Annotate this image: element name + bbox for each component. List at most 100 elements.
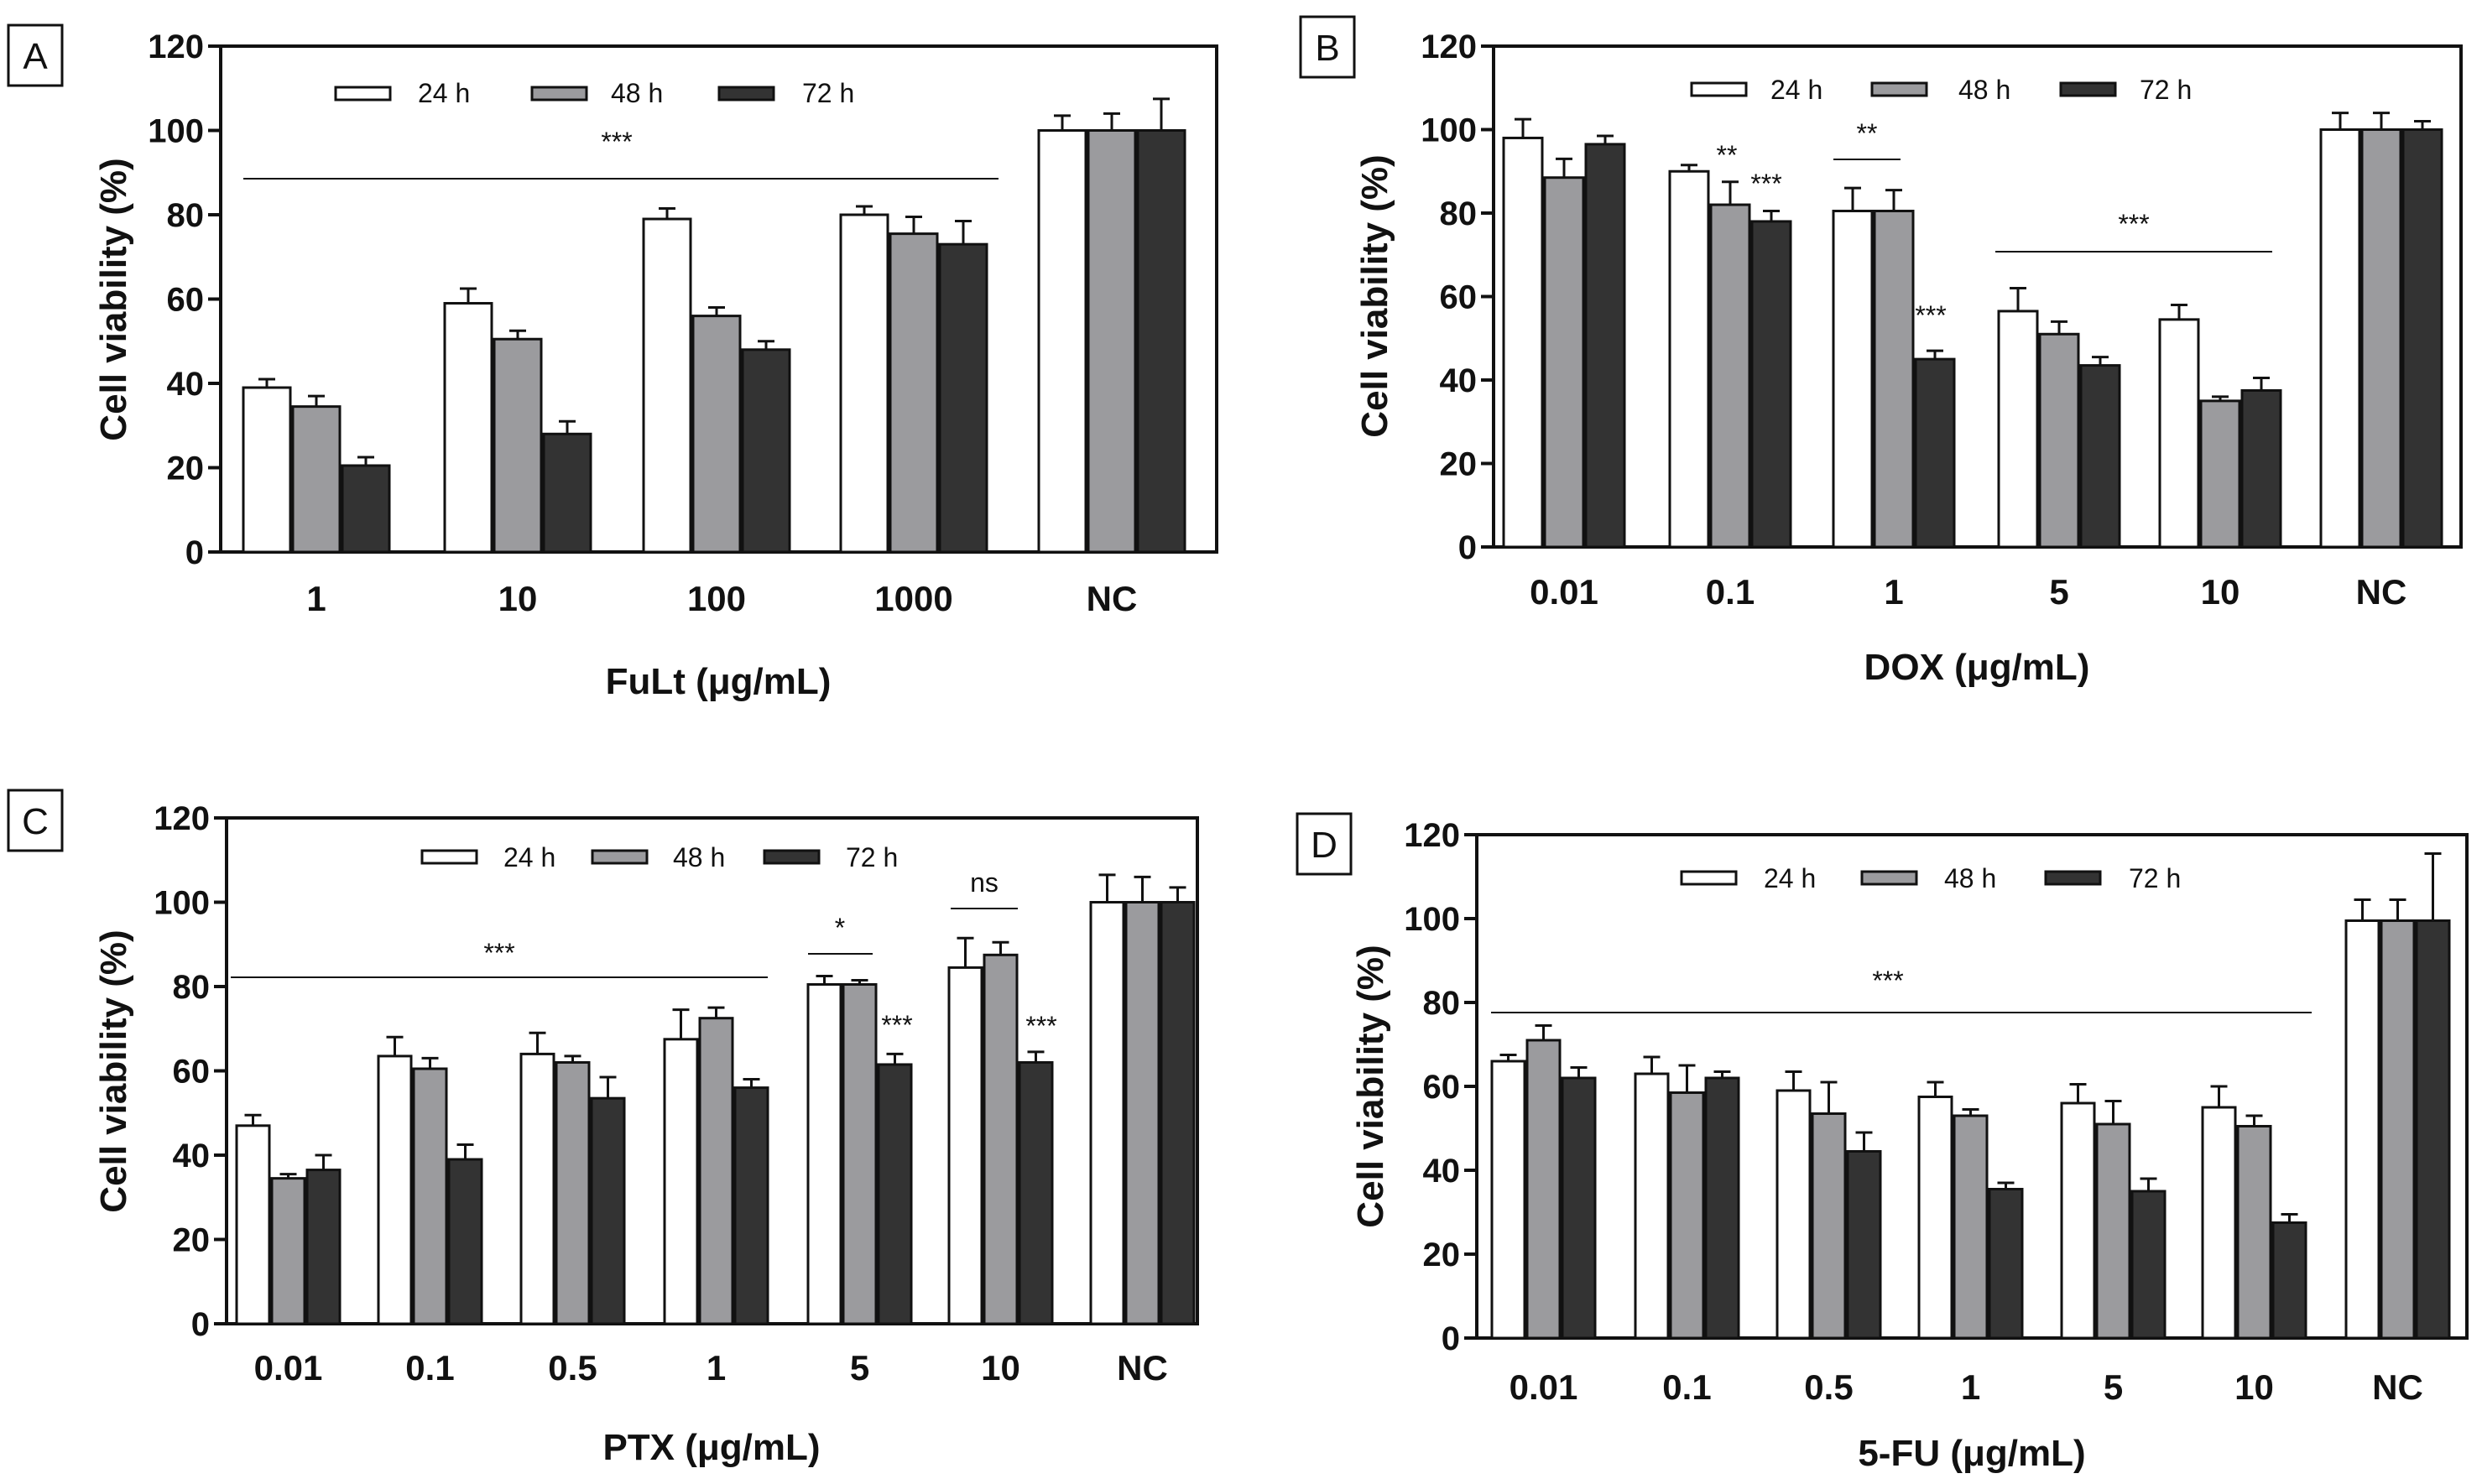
panel-b-legend: 24 h 48 h 72 h bbox=[1690, 75, 2192, 105]
error-bar-48h-1 bbox=[308, 394, 325, 407]
legend-swatch-48h bbox=[591, 849, 649, 865]
error-bar-24h-0.5 bbox=[529, 1031, 546, 1054]
error-bar-72h-0.01 bbox=[1570, 1066, 1588, 1078]
panel-b-plot-frame bbox=[1492, 44, 2463, 549]
error-bar-24h-5 bbox=[816, 974, 833, 985]
error-bar-48h-10 bbox=[509, 329, 526, 340]
error-bar-48h-100 bbox=[708, 306, 725, 316]
panel-b-bars: 0.01 0.1 1 5 10 NC bbox=[1502, 112, 2443, 612]
bar-24h-0.5 bbox=[519, 1052, 555, 1325]
error-bar-48h-NC bbox=[2389, 898, 2406, 921]
panel-c-letter: C bbox=[22, 801, 49, 842]
error-bar-72h-5 bbox=[2092, 356, 2109, 366]
error-bar-24h-5 bbox=[2010, 287, 2026, 311]
error-bar-72h-NC bbox=[2424, 852, 2442, 921]
bar-24h-NC bbox=[1089, 901, 1125, 1325]
panel-b-y-ticks: 0 20 40 60 80 100 120 bbox=[1421, 29, 1494, 566]
error-bar-24h-0.1 bbox=[386, 1035, 404, 1056]
error-bar-72h-0.5 bbox=[599, 1075, 617, 1099]
bar-24h-1 bbox=[663, 1038, 699, 1325]
panel-b-ytick-20: 20 bbox=[1440, 446, 1478, 483]
bar-24h-10 bbox=[2158, 318, 2200, 549]
bar-24h-0.1 bbox=[377, 1054, 413, 1325]
error-bar-48h-0.1 bbox=[1722, 180, 1739, 206]
bar-72h-10 bbox=[2240, 388, 2282, 549]
error-bar-72h-1000 bbox=[955, 220, 972, 245]
legend-swatch-48h bbox=[530, 86, 588, 102]
panel-d-category-1: 1 bbox=[1961, 1367, 1980, 1407]
bar-72h-1 bbox=[733, 1086, 769, 1325]
error-bar-48h-10 bbox=[2212, 395, 2229, 401]
bar-48h-5 bbox=[2038, 332, 2080, 549]
error-bar-24h-NC bbox=[2354, 898, 2371, 921]
bar-24h-5 bbox=[2060, 1101, 2096, 1340]
panel-a-category-10: 10 bbox=[498, 579, 538, 618]
bars-layer: 1 10 100 1000 NC 0.01 0.1 1 5 10 NC 0.01 0.1 0.5 1 5 10 N… bbox=[235, 97, 2451, 1407]
panel-b-sig-1: ** bbox=[1857, 118, 1878, 148]
bar-48h-NC bbox=[1087, 129, 1137, 554]
error-bar-24h-10 bbox=[2171, 303, 2187, 320]
error-bar-72h-0.1 bbox=[456, 1143, 474, 1160]
bar-72h-5 bbox=[2130, 1190, 2167, 1340]
error-bar-48h-1 bbox=[1962, 1108, 1979, 1116]
legend-label-72h: 72 h bbox=[2129, 863, 2181, 893]
panel-b-ytick-100: 100 bbox=[1421, 112, 1477, 149]
error-bar-72h-0.1 bbox=[1763, 210, 1780, 221]
panel-a-bars: 1 10 100 1000 NC bbox=[242, 97, 1186, 618]
bar-72h-0.5 bbox=[590, 1096, 626, 1325]
panel-c-ytick-120: 120 bbox=[154, 800, 210, 837]
panel-d-ytick-20: 20 bbox=[1423, 1237, 1461, 1273]
error-bar-24h-NC bbox=[1054, 114, 1071, 131]
panel-c-legend: 24 h 48 h 72 h bbox=[420, 842, 898, 872]
bar-24h-1000 bbox=[839, 213, 889, 554]
bar-72h-10 bbox=[2271, 1221, 2307, 1340]
bar-24h-0.01 bbox=[1502, 136, 1544, 549]
panel-b-sig-01-48h: ** bbox=[1717, 140, 1738, 170]
error-bar-48h-0.1 bbox=[421, 1056, 439, 1069]
bar-72h-5 bbox=[2079, 364, 2121, 549]
bar-48h-NC bbox=[2380, 919, 2416, 1340]
panel-d-ytick-80: 80 bbox=[1423, 985, 1461, 1022]
error-bar-24h-5 bbox=[2069, 1083, 2087, 1103]
panel-a-category-1000: 1000 bbox=[874, 579, 952, 618]
bar-48h-1 bbox=[1873, 210, 1915, 549]
panel-c-y-title: Cell viability (%) bbox=[93, 929, 134, 1212]
error-bar-48h-1000 bbox=[905, 216, 922, 234]
bar-72h-5 bbox=[877, 1063, 913, 1325]
panel-b-ytick-60: 60 bbox=[1440, 279, 1478, 316]
panel-d-sig-label: *** bbox=[1872, 966, 1903, 996]
error-bar-24h-0.5 bbox=[1785, 1070, 1802, 1091]
error-bar-48h-1 bbox=[1885, 189, 1902, 211]
bar-24h-5 bbox=[1997, 310, 2039, 549]
panel-d-bars: 0.01 0.1 0.5 1 5 10 NC bbox=[1490, 852, 2451, 1407]
bar-48h-0.1 bbox=[412, 1067, 448, 1325]
bar-24h-1 bbox=[242, 386, 292, 554]
error-bar-24h-0.1 bbox=[1643, 1055, 1661, 1074]
error-bar-24h-NC bbox=[2332, 112, 2349, 130]
bar-72h-0.01 bbox=[305, 1169, 342, 1325]
error-bar-24h-1000 bbox=[856, 205, 873, 215]
panel-c-sig-10-72h: *** bbox=[1025, 1011, 1056, 1041]
error-bar-72h-5 bbox=[886, 1052, 904, 1065]
bar-72h-10 bbox=[542, 432, 592, 554]
error-bar-72h-100 bbox=[758, 340, 774, 350]
error-bar-72h-1 bbox=[1927, 349, 1943, 360]
legend-label-48h: 48 h bbox=[1958, 75, 2010, 105]
panel-d-ytick-100: 100 bbox=[1404, 901, 1460, 938]
bar-24h-0.5 bbox=[1775, 1089, 1812, 1340]
panel-c-ytick-40: 40 bbox=[173, 1138, 211, 1174]
bar-48h-10 bbox=[2199, 399, 2241, 549]
error-bar-48h-0.1 bbox=[1678, 1064, 1696, 1093]
error-bar-48h-0.01 bbox=[279, 1173, 297, 1179]
error-bar-48h-10 bbox=[2245, 1114, 2263, 1127]
error-bar-72h-NC bbox=[1153, 97, 1170, 131]
legend-swatch-24h bbox=[334, 86, 392, 102]
panel-c-ytick-0: 0 bbox=[191, 1306, 210, 1343]
legend-swatch-48h bbox=[1870, 81, 1928, 97]
panel-b-category-0.1: 0.1 bbox=[1706, 572, 1755, 612]
bar-48h-1 bbox=[1953, 1114, 1989, 1340]
error-bar-72h-0.01 bbox=[315, 1153, 332, 1170]
panel-b-ytick-0: 0 bbox=[1458, 529, 1477, 566]
panel-c-category-0.1: 0.1 bbox=[405, 1348, 454, 1388]
